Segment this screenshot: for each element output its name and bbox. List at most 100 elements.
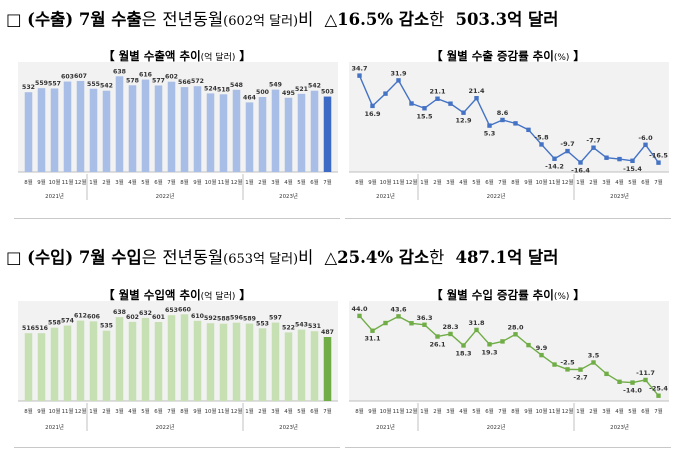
data-point	[604, 155, 609, 160]
data-label: -11.7	[636, 369, 655, 377]
tick-label: 10월	[536, 407, 548, 415]
heading-box: □	[6, 10, 22, 29]
tick-label: 8월	[511, 407, 519, 415]
tick-label: 3월	[446, 178, 454, 186]
bar	[50, 88, 59, 172]
tick-label: 8월	[355, 407, 363, 415]
data-label: 34.7	[351, 65, 367, 73]
heading-phrase: 전년동월	[162, 248, 224, 267]
bar	[297, 329, 306, 401]
data-label: -7.7	[586, 137, 600, 145]
data-point	[409, 101, 414, 106]
bar	[271, 322, 280, 401]
bar-value-label: 516	[35, 325, 48, 332]
data-label: 44.0	[351, 305, 368, 313]
tick-label: 9월	[524, 178, 532, 186]
bar-value-label: 566	[178, 79, 191, 86]
tick-label: 7월	[654, 407, 662, 415]
bar	[154, 322, 163, 401]
year-label: 2023년	[279, 192, 298, 200]
data-point	[474, 327, 479, 333]
data-label: -15.4	[623, 165, 642, 173]
tick-label: 4월	[284, 178, 292, 186]
bar-value-label: 524	[204, 85, 218, 92]
year-label: 2021년	[376, 423, 395, 431]
tick-label: 7월	[167, 407, 175, 415]
data-point	[578, 367, 583, 372]
data-point	[630, 380, 635, 385]
tick-label: 10월	[380, 178, 392, 186]
tick-label: 1월	[89, 178, 97, 186]
bar	[258, 328, 267, 401]
data-label: -14.0	[623, 387, 642, 395]
tick-label: 1월	[420, 178, 428, 186]
data-point	[526, 127, 531, 133]
tick-label: 11월	[393, 407, 405, 415]
bar	[63, 325, 72, 401]
tick-label: 3월	[602, 407, 610, 415]
tick-label: 11월	[62, 407, 74, 415]
tick-label: 5월	[297, 407, 305, 415]
bar	[258, 97, 267, 172]
tick-label: 6월	[154, 178, 162, 186]
plot-background	[18, 62, 338, 172]
data-point	[630, 158, 635, 163]
data-label: 3.5	[588, 351, 600, 359]
tick-label: 10월	[380, 407, 392, 415]
plot-background	[349, 62, 669, 172]
tick-label: 4월	[615, 178, 623, 186]
bar-value-label: 606	[87, 313, 100, 320]
bar	[284, 97, 293, 172]
year-label: 2023년	[279, 423, 298, 431]
data-point	[435, 96, 440, 101]
bar	[89, 88, 98, 172]
bar-value-label: 603	[61, 74, 74, 81]
bar-value-label: 616	[139, 72, 152, 79]
heading-change: △16.5% 감소	[324, 10, 430, 29]
tick-label: 3월	[115, 178, 123, 186]
year-label: 2021년	[45, 423, 64, 431]
data-point	[461, 110, 466, 115]
data-point	[487, 123, 492, 128]
tick-label: 12월	[75, 178, 87, 186]
tick-label: 3월	[602, 178, 610, 186]
tick-label: 8월	[180, 407, 188, 415]
year-label: 2021년	[45, 192, 64, 200]
tick-label: 11월	[549, 407, 561, 415]
bar	[128, 85, 137, 172]
bar-value-label: 542	[308, 83, 321, 90]
tick-label: 3월	[271, 178, 279, 186]
bar	[24, 92, 33, 172]
bar	[89, 321, 98, 401]
bar	[24, 333, 33, 401]
data-label: 31.1	[364, 335, 381, 343]
bar-value-label: 638	[113, 68, 126, 75]
tick-label: 12월	[562, 407, 574, 415]
tick-label: 9월	[524, 407, 532, 415]
tick-label: 9월	[37, 178, 45, 186]
bar	[37, 333, 46, 401]
bar	[323, 336, 332, 401]
export-rate-panel: 【 월별 수출 증감률 추이(%) 】 34.7 16.9 31.9 15.5 21.1…	[345, 44, 671, 219]
year-label: 2021년	[376, 192, 395, 200]
year-label: 2022년	[156, 192, 175, 200]
bar-value-label: 535	[100, 323, 113, 330]
data-label: -14.2	[545, 163, 564, 171]
data-point	[409, 321, 414, 326]
data-point	[617, 156, 622, 162]
bar-value-label: 607	[74, 73, 87, 80]
heading-base: (653억 달러)	[223, 252, 299, 267]
bar	[193, 320, 202, 401]
bar	[219, 94, 228, 172]
bar-value-label: 531	[308, 323, 321, 330]
bar-value-label: 549	[269, 82, 282, 89]
data-label: 19.3	[481, 348, 497, 356]
export-rate-chart: 34.7 16.9 31.9 15.5 21.1 12.9 21.4 5.3 8.6 -5.8 -1…	[349, 62, 669, 200]
data-point	[448, 331, 453, 337]
data-label: 21.1	[429, 88, 446, 96]
tick-label: 5월	[141, 407, 149, 415]
tick-label: 11월	[218, 178, 230, 186]
bar	[167, 81, 176, 172]
heading-value: 503.3억 달러	[455, 10, 559, 29]
